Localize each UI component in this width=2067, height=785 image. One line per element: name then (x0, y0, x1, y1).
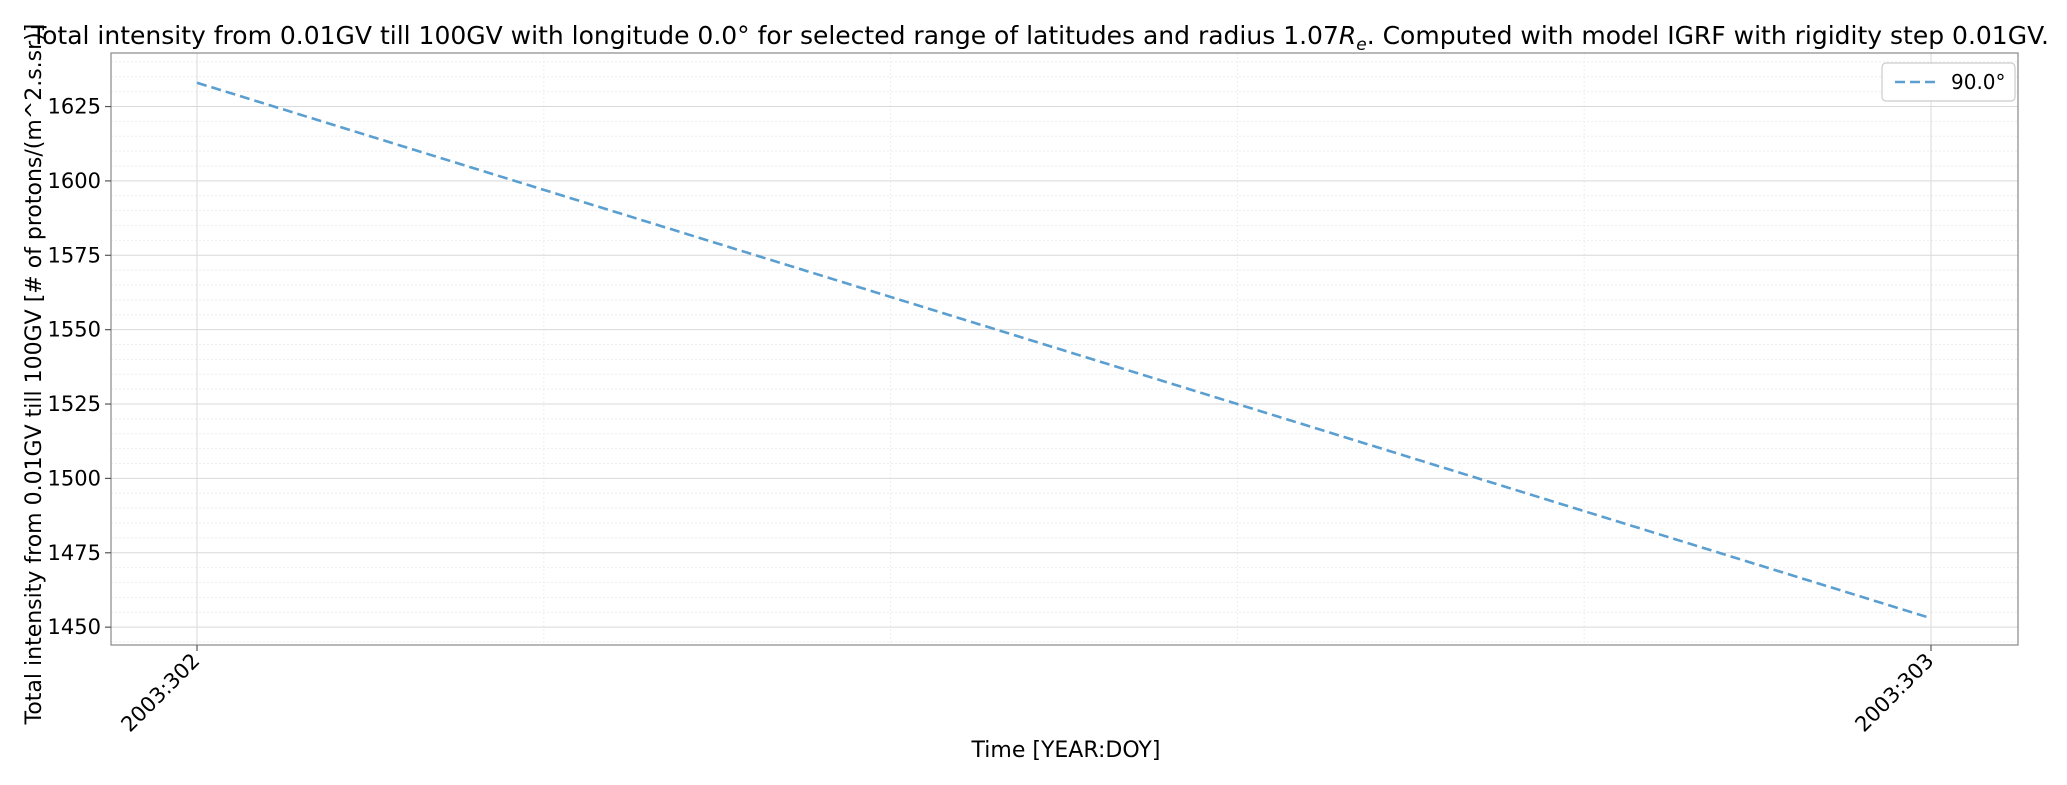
x-axis-label: Time [YEAR:DOY] (971, 738, 1161, 763)
series-line (196, 81, 1932, 620)
title-suffix: . Computed with model IGRF with rigidity… (1367, 21, 2049, 50)
x-tick-label: 2003:303 (1850, 649, 1938, 737)
y-tick-label: 1625 (48, 95, 101, 119)
y-tick-label: 1550 (48, 318, 101, 342)
y-tick-label: 1600 (48, 169, 101, 193)
major-grid (111, 53, 2018, 645)
legend-label: 90.0° (1951, 70, 2006, 94)
legend-box (1881, 62, 2016, 102)
y-tick-label: 1525 (48, 392, 101, 416)
y-tick-label: 1450 (48, 615, 101, 639)
chart-title: Total intensity from 0.01GV till 100GV w… (30, 21, 2049, 55)
series-layer (196, 81, 1932, 620)
y-tick-label: 1575 (48, 243, 101, 267)
plot-frame (110, 52, 2019, 646)
title-prefix: Total intensity from 0.01GV till 100GV w… (30, 21, 1339, 50)
y-tick-label: 1500 (48, 466, 101, 490)
title-sub: e (1356, 35, 1366, 55)
y-axis-label: Total intensity from 0.01GV till 100GV [… (22, 24, 47, 726)
x-tick-label: 2003:302 (116, 649, 204, 737)
y-tick-label: 1475 (48, 541, 101, 565)
legend: 90.0° (1881, 62, 2016, 102)
minor-grid (111, 53, 2018, 645)
ticks-layer: 1450 1475 1500 1525 1550 1575 1600 1625 2003:302… (48, 95, 1939, 737)
title-r: R (1339, 21, 1356, 50)
